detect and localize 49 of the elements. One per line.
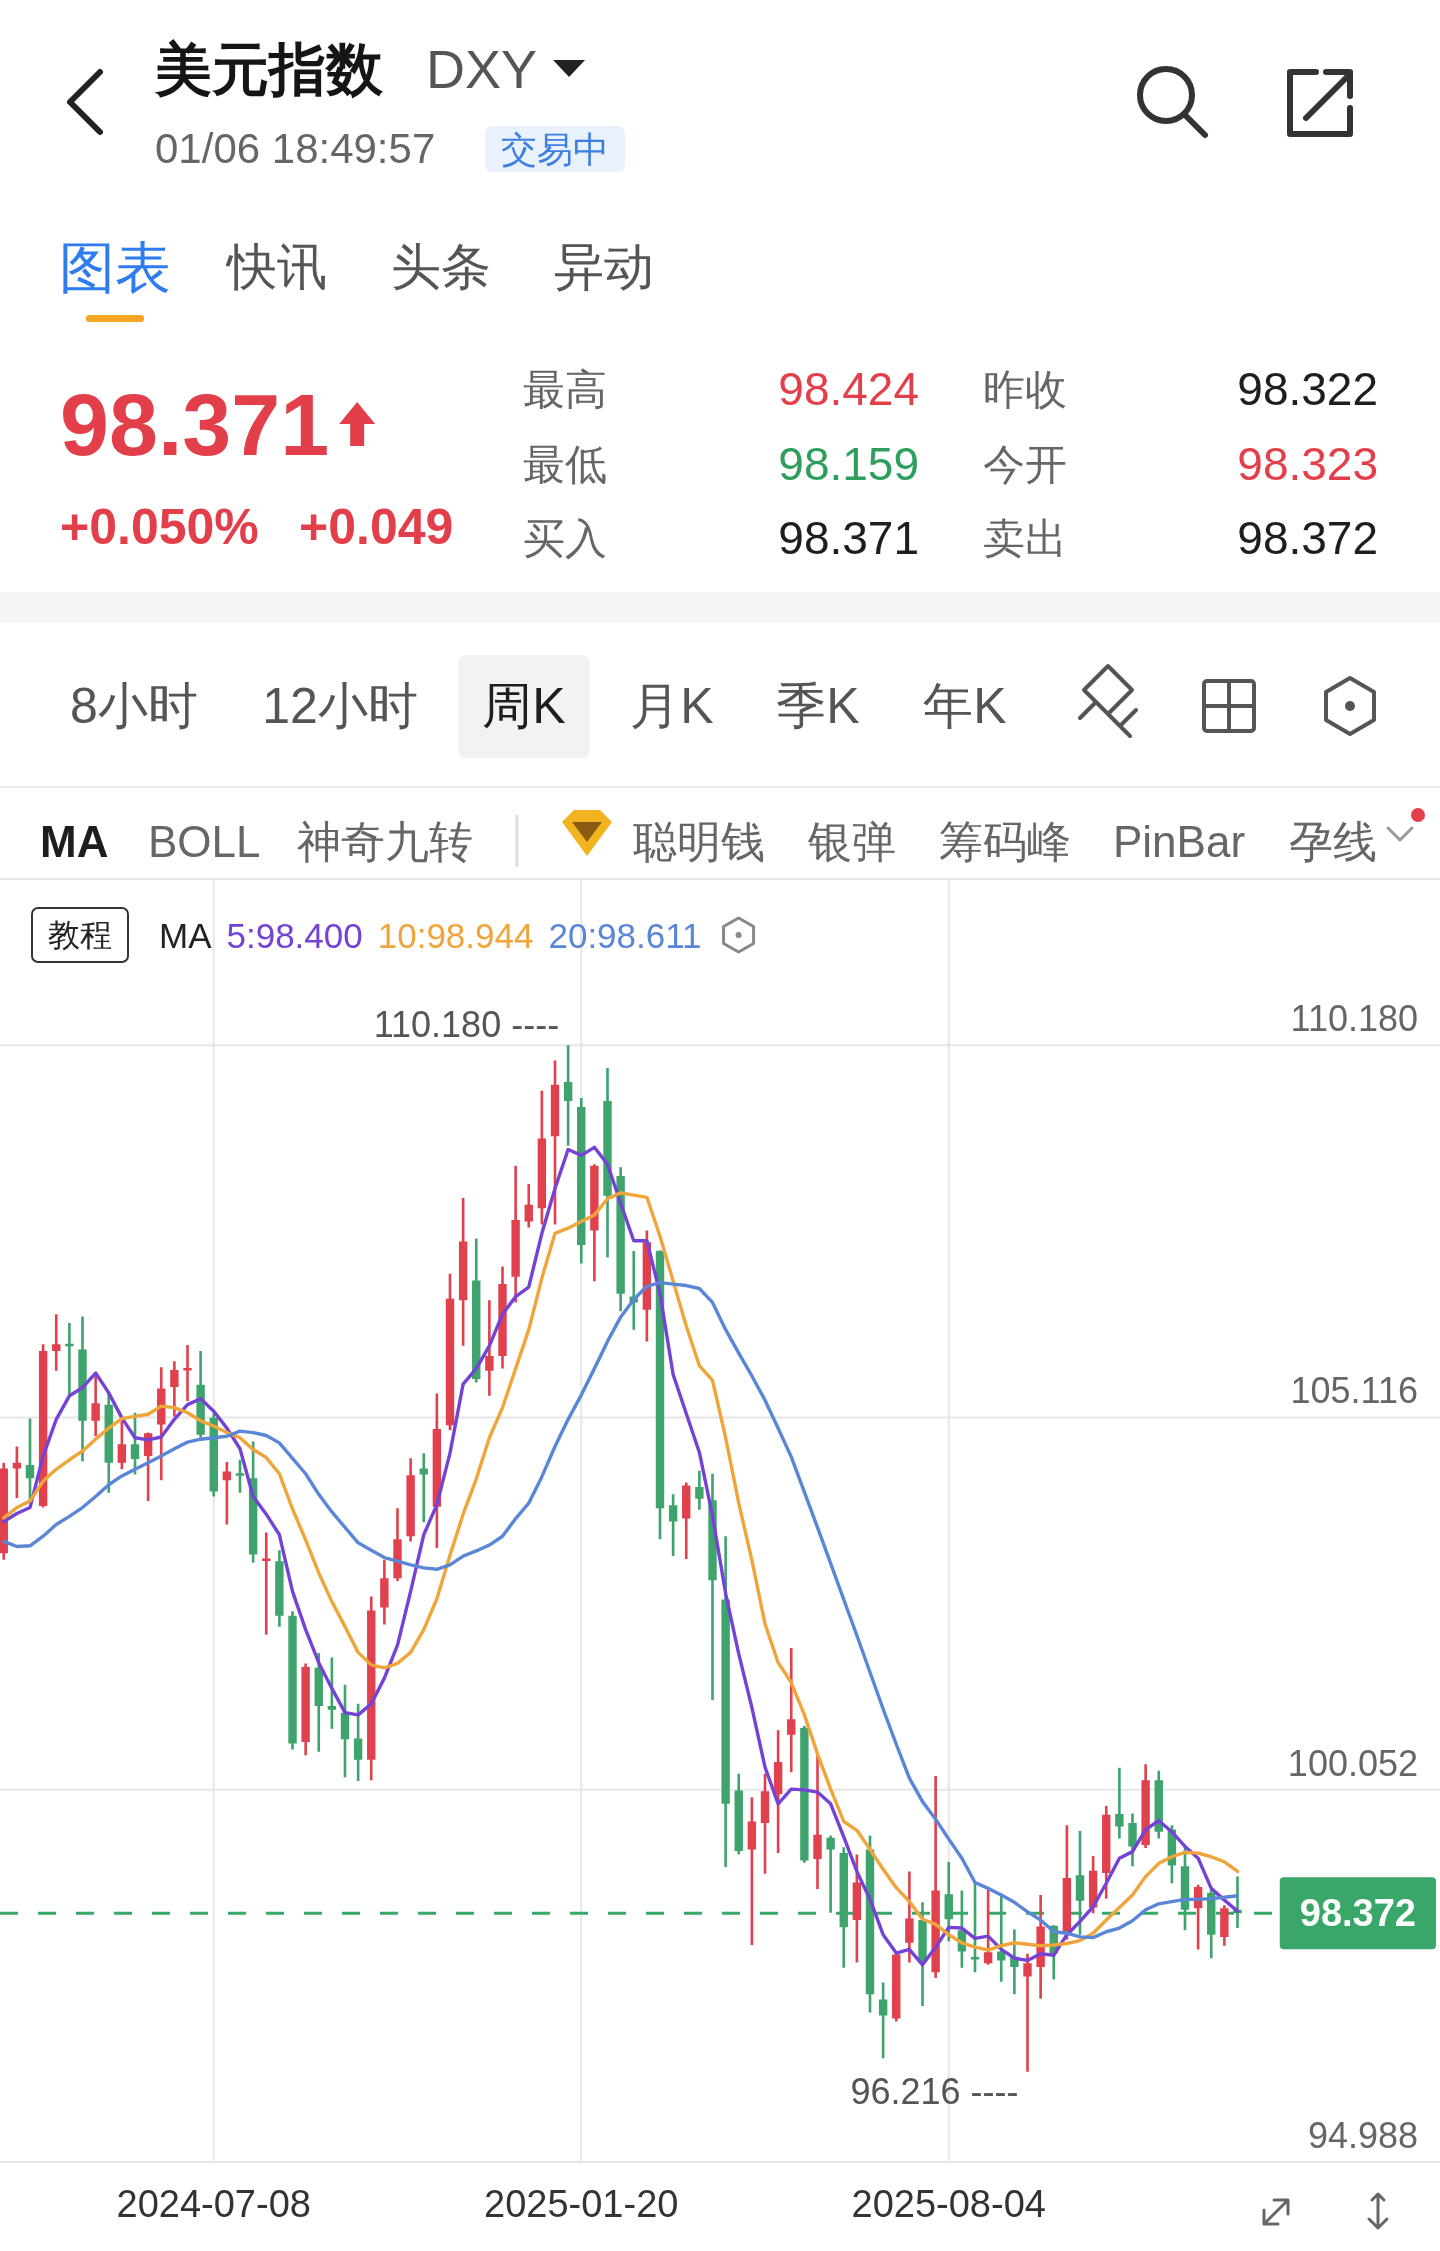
text: BOLL xyxy=(148,816,261,866)
text: 最高 xyxy=(523,365,607,413)
text: 年K xyxy=(923,678,1007,734)
text: 周K xyxy=(482,678,566,734)
text: 异动 xyxy=(554,239,654,295)
text: 98.159 xyxy=(778,438,919,490)
annotation: 96.216 ---- xyxy=(850,2070,1019,2112)
text: 交易中 xyxy=(501,128,609,170)
text: +0.050% xyxy=(60,499,259,555)
text: 卖出 xyxy=(983,514,1067,562)
text: DXY xyxy=(426,39,538,99)
x-tick-label: 2025-01-20 xyxy=(484,2183,679,2225)
text: 孕线 xyxy=(1289,816,1377,866)
y-tick-label: 110.180 xyxy=(1290,997,1418,1039)
text: 神奇九转 xyxy=(297,816,473,866)
text: 8小时 xyxy=(70,678,198,734)
text: 98.372 xyxy=(1237,512,1378,564)
x-tick-label: 2024-07-08 xyxy=(116,2183,311,2225)
text: 月K xyxy=(630,678,714,734)
text: 银弹 xyxy=(807,816,896,866)
text: PinBar xyxy=(1113,816,1246,866)
annotation: 110.180 ---- xyxy=(373,1003,560,1045)
x-tick-label: 2025-08-04 xyxy=(851,2183,1046,2225)
text: 01/06 18:49:57 xyxy=(155,124,436,172)
annotation: 98.372 xyxy=(1299,1892,1416,1935)
text: 筹码峰 xyxy=(939,816,1071,866)
text: +0.049 xyxy=(299,499,454,555)
text: 最低 xyxy=(523,440,607,488)
text: 98.322 xyxy=(1237,363,1378,415)
text: 12小时 xyxy=(262,678,418,734)
text: 98.371 xyxy=(778,512,919,564)
text: 98.424 xyxy=(778,363,919,415)
text: 聪明钱 xyxy=(633,816,765,866)
text: 美元指数 xyxy=(154,37,384,101)
text: 季K xyxy=(776,678,860,734)
text: 98.371 xyxy=(60,374,330,474)
text: 买入 xyxy=(523,514,607,562)
text: MA xyxy=(40,816,109,866)
text: 头条 xyxy=(391,239,491,295)
y-tick-label: 94.988 xyxy=(1307,2114,1418,2156)
text: 图表 xyxy=(59,235,171,299)
text: 今开 xyxy=(983,440,1067,488)
text: 98.323 xyxy=(1237,438,1378,490)
text: 快讯 xyxy=(225,239,327,295)
annotation: 教程 xyxy=(48,917,112,953)
y-tick-label: 100.052 xyxy=(1287,1742,1418,1784)
text: 昨收 xyxy=(983,365,1067,413)
y-tick-label: 105.116 xyxy=(1290,1369,1418,1411)
legend: MA 5:98.400 10:98.944 20:98.611 xyxy=(159,915,702,955)
